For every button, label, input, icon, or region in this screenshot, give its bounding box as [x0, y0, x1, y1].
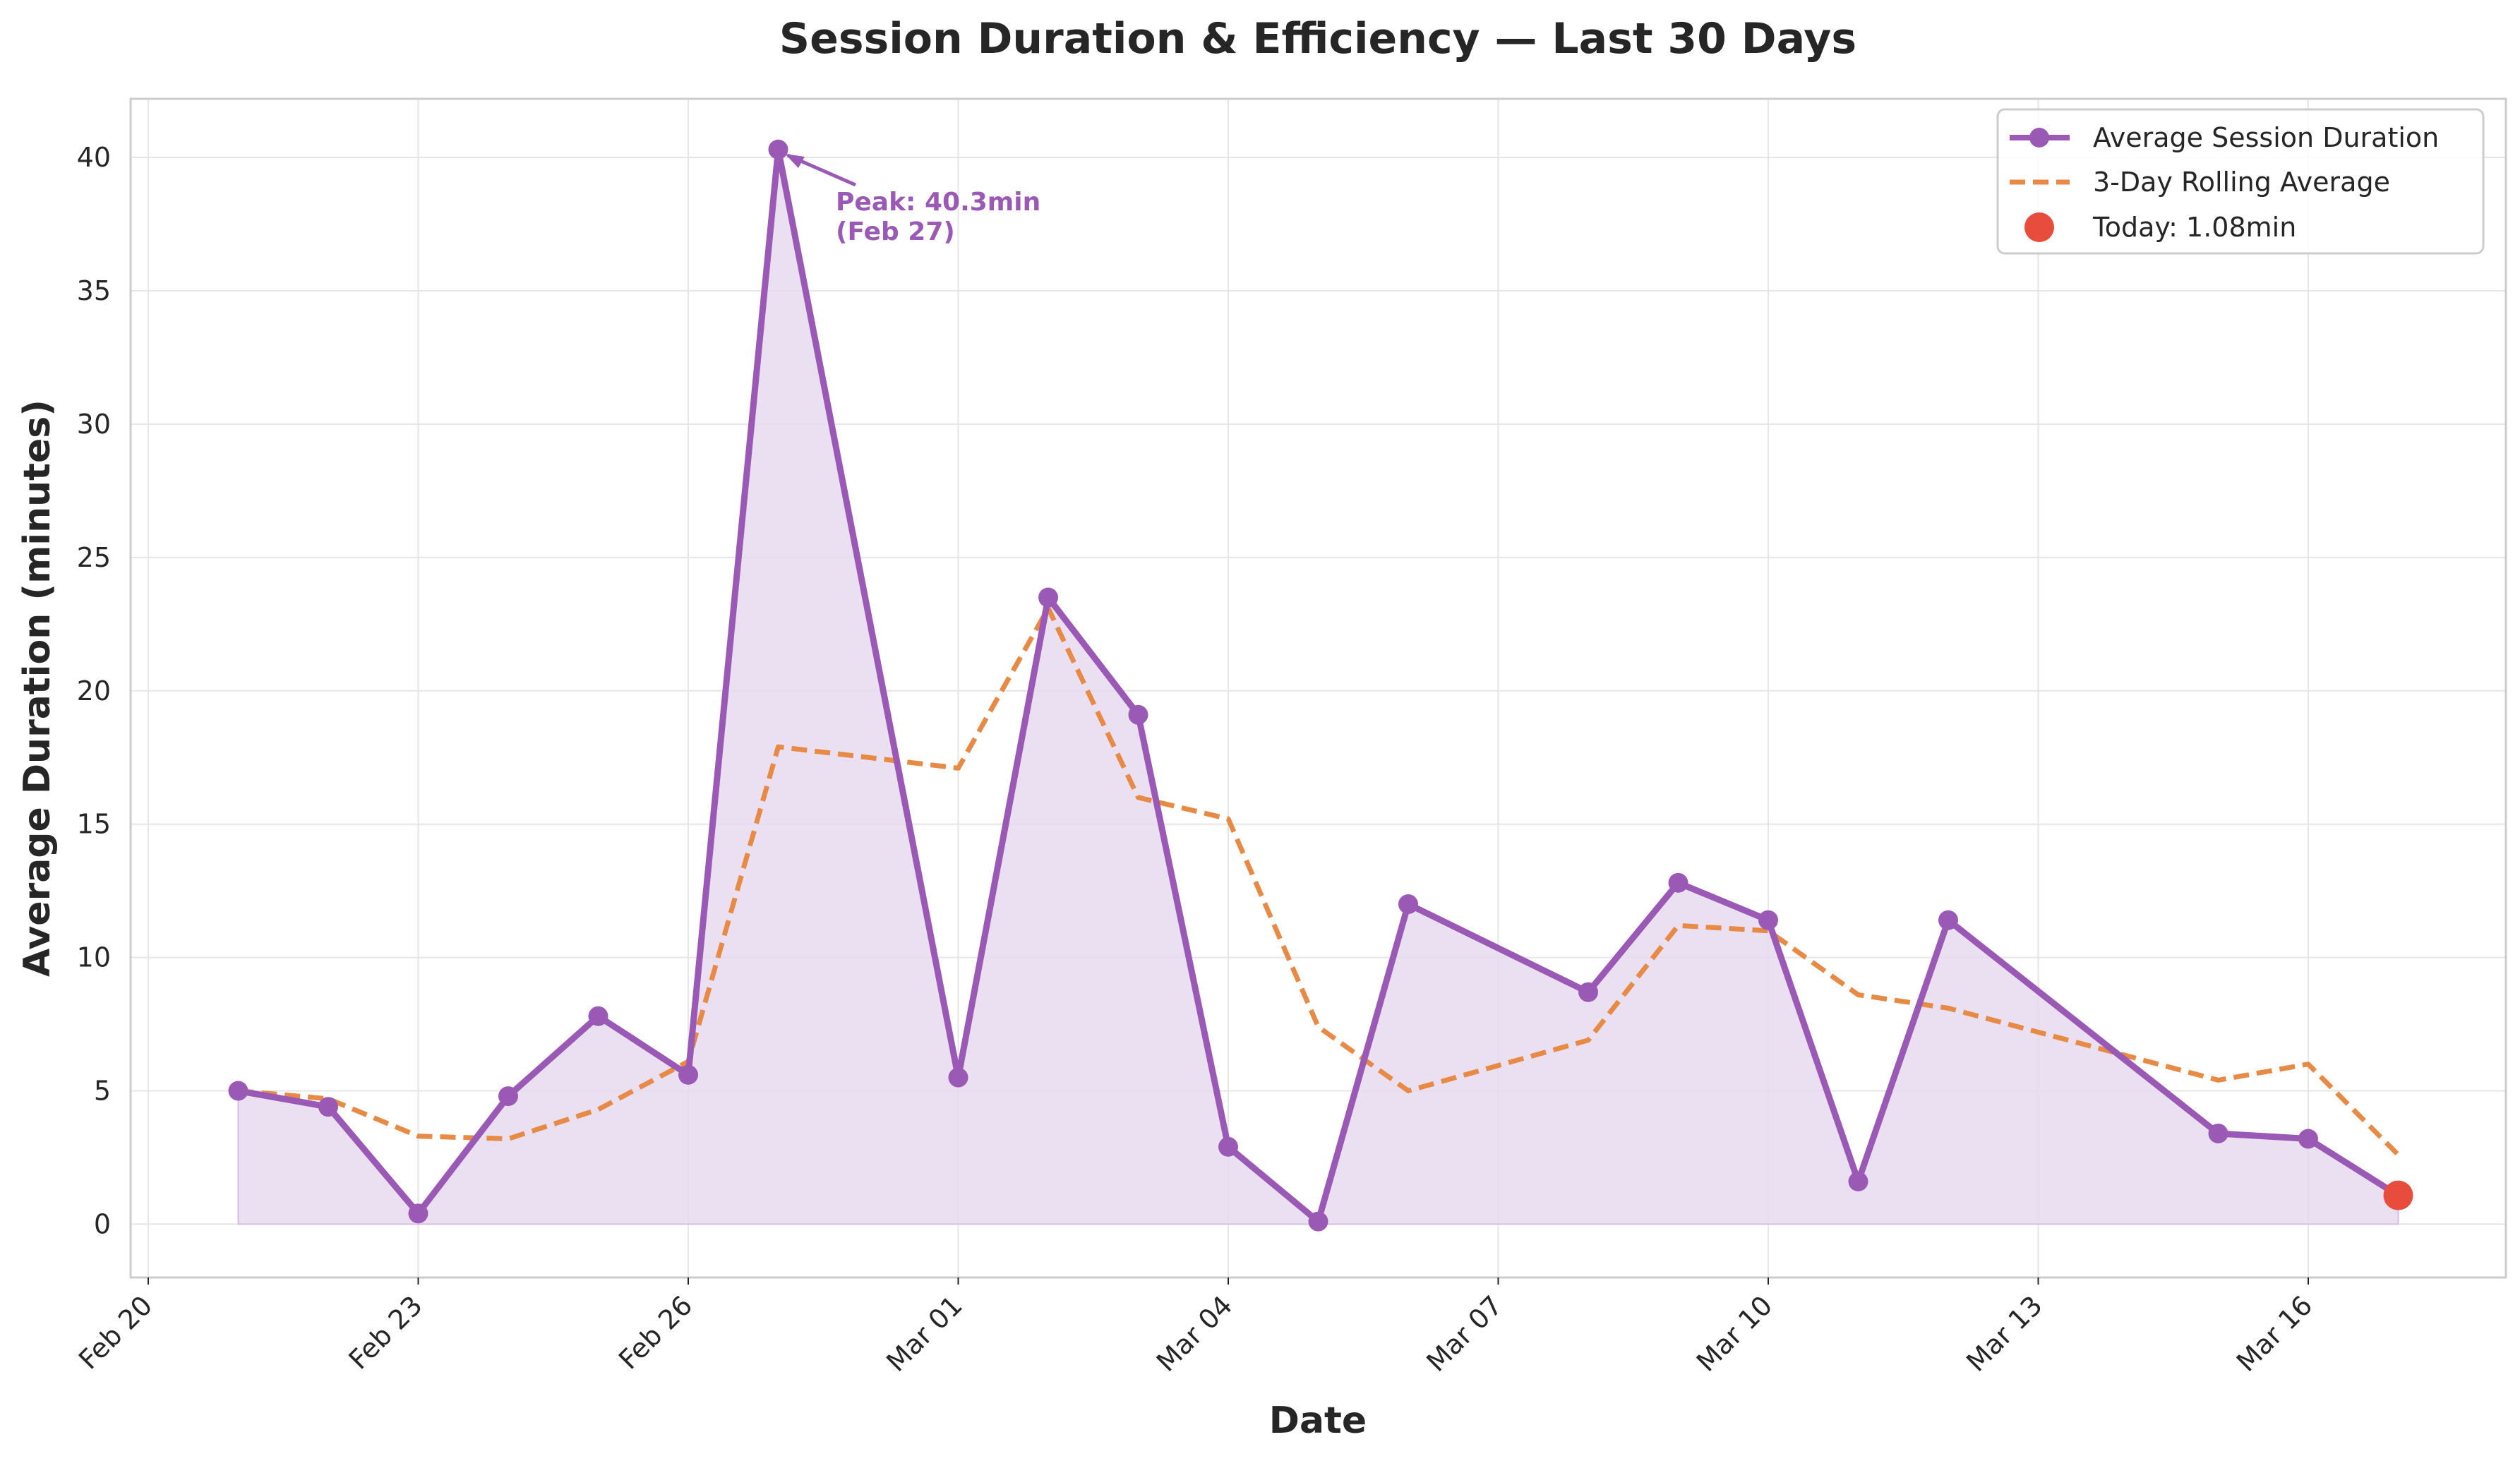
duration-point [1668, 872, 1688, 893]
peak-annotation-line1: Peak: 40.3min [836, 188, 1040, 217]
grid [131, 99, 2506, 1277]
legend-marker-duration [2029, 128, 2049, 148]
duration-point [1128, 704, 1148, 725]
duration-point [678, 1064, 698, 1085]
duration-point [408, 1203, 428, 1224]
peak-annotation: Peak: 40.3min (Feb 27) [785, 153, 1040, 246]
y-tick-label: 30 [77, 409, 111, 440]
duration-point [1218, 1136, 1238, 1157]
today-point [2383, 1180, 2413, 1210]
duration-point [2208, 1123, 2228, 1143]
legend-label-duration: Average Session Duration [2093, 122, 2439, 153]
duration-point [1308, 1211, 1328, 1232]
y-tick-label: 0 [94, 1208, 111, 1239]
peak-annotation-line2: (Feb 27) [836, 217, 955, 246]
y-tick-label: 25 [77, 542, 111, 573]
duration-point [1578, 982, 1598, 1002]
duration-point [1848, 1171, 1868, 1191]
duration-point [498, 1086, 518, 1107]
y-tick-label: 15 [77, 809, 111, 840]
legend-label-rolling: 3-Day Rolling Average [2093, 167, 2390, 198]
y-tick-label: 20 [77, 675, 111, 707]
duration-point [1938, 910, 1958, 930]
duration-point [588, 1006, 608, 1026]
legend-marker-today [2024, 212, 2054, 242]
y-tick-label: 40 [77, 142, 111, 173]
duration-point [318, 1097, 338, 1117]
chart-title: Session Duration & Efficiency — Last 30 … [779, 14, 1856, 64]
x-axis-label: Date [1269, 1400, 1367, 1442]
duration-point [768, 139, 788, 160]
duration-point [1038, 587, 1058, 608]
y-tick-label: 5 [94, 1076, 111, 1107]
plot-frame [129, 97, 2507, 1279]
y-tick-label: 10 [77, 942, 111, 973]
legend: Average Session Duration 3-Day Rolling A… [1996, 108, 2485, 255]
y-tick-label: 35 [77, 275, 111, 306]
legend-label-today: Today: 1.08min [2092, 212, 2296, 243]
duration-point [2298, 1129, 2318, 1149]
duration-point [228, 1081, 248, 1101]
y-axis-label: Average Duration (minutes) [16, 399, 59, 977]
peak-arrow-head [785, 154, 805, 168]
legend-box [1996, 108, 2485, 255]
duration-point [1398, 894, 1418, 915]
duration-point [948, 1067, 968, 1088]
data-layer [228, 139, 2413, 1232]
duration-point [1758, 910, 1778, 930]
